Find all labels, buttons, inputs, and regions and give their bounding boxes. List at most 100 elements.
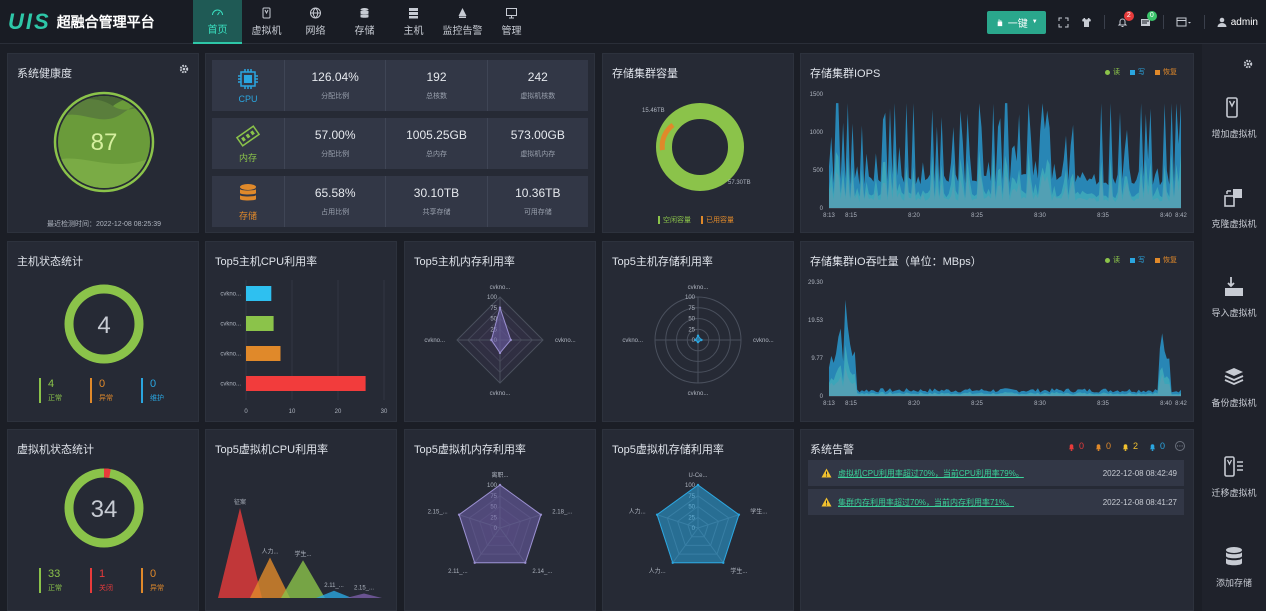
radar-area	[458, 484, 542, 564]
quick-action-4[interactable]: 迁移虚拟机	[1202, 456, 1266, 499]
onekey-button[interactable]: 一键 ▼	[986, 10, 1046, 34]
top5-host-mem-panel: Top5主机内存利用率 1007550250cvkno...cvkno...cv…	[404, 241, 596, 422]
logo-mark: UIS	[8, 9, 51, 34]
resource-type: CPU	[212, 60, 284, 111]
count-value: 1	[99, 568, 106, 580]
bell-icon	[1149, 443, 1156, 451]
onekey-label: 一键	[1007, 18, 1028, 30]
quick-action-bar: 增加虚拟机克隆虚拟机导入虚拟机备份虚拟机迁移虚拟机添加存储	[1202, 44, 1266, 611]
more-icon[interactable]: ⋯	[1175, 441, 1185, 451]
radar-point	[696, 483, 700, 487]
quick-action-1[interactable]: 克隆虚拟机	[1202, 187, 1266, 230]
toolbar: 一键 ▼ 2 0 admin	[986, 0, 1258, 44]
count-value: 0	[99, 378, 106, 390]
alarm-counters: 0 0 2 0 ⋯	[1067, 441, 1185, 451]
alarm-row[interactable]: 集群内存利用率超过70%，当前内存利用率71%。 2022-12-08 08:41…	[808, 489, 1184, 515]
vm-storage-radar: 1007550250U-Ce...学生...学生...人力...人力...	[629, 473, 768, 575]
user-icon	[1217, 17, 1227, 27]
legend-used: 已用容量	[701, 215, 734, 225]
alarm-row[interactable]: 虚拟机CPU利用率超过70%，当前CPU利用率79%。 2022-12-08 08…	[808, 460, 1184, 486]
alert-badge: 2	[1123, 10, 1134, 21]
donut-free-slice	[656, 103, 744, 191]
nav-item-5[interactable]: 监控告警	[438, 0, 487, 44]
axis-label: cvkno...	[753, 338, 774, 344]
radar-point	[737, 513, 741, 516]
y-tick: 0	[820, 394, 824, 400]
alarm-counter[interactable]: 0	[1094, 441, 1111, 451]
x-tick: 8:20	[908, 401, 920, 407]
stat-value: 65.58%	[314, 186, 356, 200]
quick-action-label: 克隆虚拟机	[1211, 219, 1257, 229]
axis-label: 人力...	[629, 508, 646, 516]
alarm-counter[interactable]: 2	[1121, 441, 1138, 451]
bell-icon[interactable]: 2	[1117, 10, 1134, 28]
username: admin	[1230, 16, 1258, 28]
user-menu[interactable]: admin	[1217, 17, 1258, 28]
nav-item-3[interactable]: 存储	[340, 0, 389, 44]
gear-icon[interactable]	[1243, 59, 1253, 69]
count-value: 0	[150, 378, 157, 390]
bar	[246, 346, 281, 361]
vm-mem-radar: 1007550250离职...2.18_...2.14_...2.11_...2…	[428, 471, 573, 575]
resource-row-0: CPU 126.04% 分配比例 192 总核数 242 虚拟机核数	[212, 60, 588, 111]
radar-point	[694, 338, 697, 342]
y-tick: 500	[813, 168, 824, 174]
alarm-counter[interactable]: 0	[1148, 441, 1165, 451]
status-count: 4 正常	[39, 378, 62, 403]
nav-item-1[interactable]: 虚拟机	[242, 0, 291, 44]
resource-row-2: 存储 65.58% 占用比例 30.10TB 共享存储 10.36TB 可用存储	[212, 176, 588, 227]
y-tick: 0	[820, 206, 824, 212]
fullscreen-icon[interactable]	[1058, 17, 1069, 28]
count-value: 0	[150, 568, 157, 580]
bar	[246, 376, 366, 391]
quick-action-3[interactable]: 备份虚拟机	[1202, 366, 1266, 409]
host-storage-radar: 100 75 50 25 0 cvkno... cvkno... cvkno... cvkno.…	[622, 285, 774, 397]
quick-action-0[interactable]: 增加虚拟机	[1202, 97, 1266, 140]
stat-value: 192	[426, 70, 447, 84]
logo[interactable]: UIS 超融合管理平台	[8, 9, 155, 34]
nav-item-2[interactable]: 网络	[291, 0, 340, 44]
x-tick: 8:13	[823, 401, 835, 407]
x-tick: 8:35	[1097, 213, 1109, 219]
nav-label: 首页	[207, 25, 228, 36]
x-tick: 8:42	[1175, 401, 1187, 407]
alarm-message[interactable]: 集群内存利用率超过70%，当前内存利用率71%。	[838, 497, 1015, 507]
quick-action-label: 增加虚拟机	[1211, 129, 1257, 139]
status-count: 0 维护	[141, 378, 164, 403]
import-vm-icon	[1225, 277, 1243, 296]
peak	[218, 508, 262, 598]
category-label: cvkno...	[220, 382, 241, 388]
panel-title: 存储集群容量	[612, 68, 678, 80]
nav-item-6[interactable]: 管理	[487, 0, 536, 44]
vm-icon	[262, 7, 271, 19]
radar-tick: 25	[688, 327, 695, 333]
axis-label: cvkno...	[490, 391, 511, 397]
radar-tick: 75	[688, 306, 695, 312]
host-status-panel: 主机状态统计 4 4 正常 0 异常 0 维护	[7, 241, 199, 422]
radar-point	[696, 340, 700, 344]
x-tick: 8:35	[1097, 401, 1109, 407]
stat-value: 57.00%	[314, 128, 356, 142]
alarm-counter[interactable]: 0	[1067, 441, 1084, 451]
radar-tick: 100	[487, 295, 498, 301]
stat-cell: 1005.25GB 总内存	[385, 118, 486, 169]
quick-action-5[interactable]: 添加存储	[1202, 546, 1266, 589]
stat-value: 126.04%	[311, 70, 359, 84]
message-icon[interactable]: 0	[1140, 10, 1157, 28]
nav-item-0[interactable]: 首页	[193, 0, 242, 44]
count-value: 4	[48, 378, 55, 390]
quick-action-2[interactable]: 导入虚拟机	[1202, 276, 1266, 319]
alarm-message[interactable]: 虚拟机CPU利用率超过70%，当前CPU利用率79%。	[838, 468, 1024, 478]
skin-icon[interactable]	[1081, 17, 1092, 28]
window-menu-icon[interactable]	[1176, 17, 1192, 28]
gear-icon[interactable]	[179, 64, 189, 74]
stat-value: 242	[527, 70, 548, 84]
status-count: 0 异常	[141, 568, 164, 593]
panel-title: 虚拟机状态统计	[17, 444, 94, 456]
nav-label: 网络	[305, 26, 326, 37]
stat-cell: 65.58% 占用比例	[284, 176, 385, 227]
free-value-label: 57.30TB	[728, 180, 751, 186]
warning-icon	[821, 497, 832, 507]
radar-tick: 75	[490, 306, 497, 312]
nav-item-4[interactable]: 主机	[389, 0, 438, 44]
